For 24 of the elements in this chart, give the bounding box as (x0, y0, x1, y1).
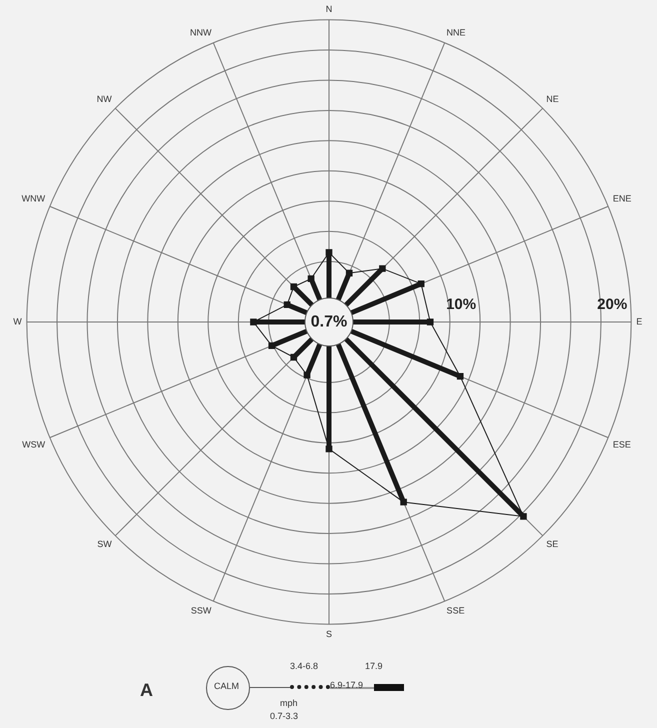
spoke-label: SSW (190, 606, 212, 616)
spoke-label: ENE (612, 194, 632, 204)
text: 0.7% (310, 313, 348, 330)
text: A (140, 680, 153, 701)
spoke-label: N (326, 4, 332, 14)
spoke-label: ESE (612, 439, 631, 450)
text: 3.4-6.8 (290, 661, 318, 671)
spoke-label: SE (546, 539, 558, 550)
spoke-label: SSE (446, 606, 465, 616)
spoke-label: NNE (446, 27, 466, 38)
text: mph (280, 698, 298, 708)
spoke-label: E (636, 316, 642, 326)
text: 6.9-17.9 (330, 680, 364, 690)
spoke-label: WNW (22, 194, 46, 204)
spoke-label: W (13, 316, 22, 326)
text: CALM (214, 681, 240, 691)
spoke-label: WSW (22, 439, 46, 450)
spoke-label: NE (546, 94, 559, 104)
text: 0.7-3.3 (270, 711, 298, 721)
spoke-label: S (326, 629, 332, 640)
spoke-label: SW (97, 539, 112, 550)
spoke-label: NW (96, 94, 112, 104)
text: 17.9 (365, 661, 383, 671)
spoke-label: NNW (190, 27, 212, 38)
